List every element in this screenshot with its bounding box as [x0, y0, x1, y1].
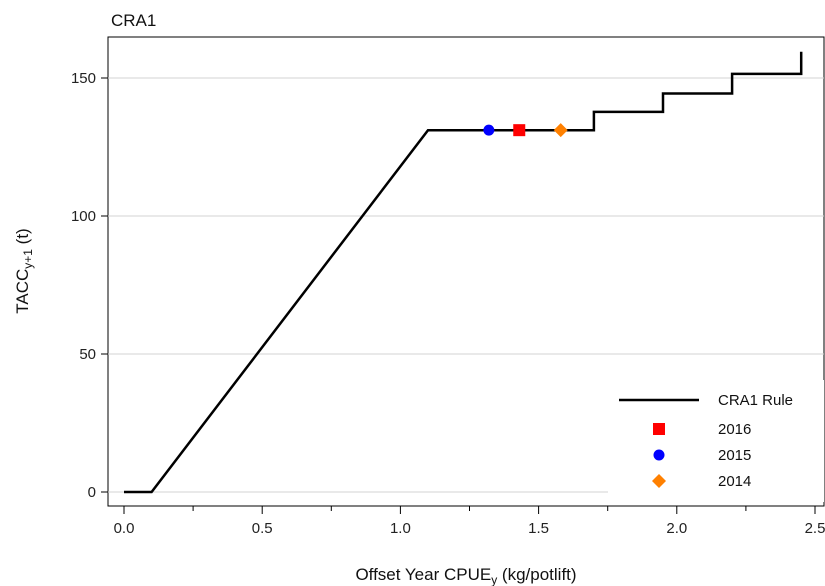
legend-swatch-2016: [653, 423, 665, 435]
point-2016: [513, 124, 526, 137]
x-tick-label: 2.5: [805, 520, 825, 537]
legend-label: 2014: [718, 473, 751, 490]
legend-swatch-2014: [652, 474, 666, 488]
plot-frame: [107, 36, 825, 507]
y-tick-label: 50: [79, 346, 96, 363]
chart-title: CRA1: [111, 11, 156, 30]
x-tick-label: 0.0: [114, 520, 135, 537]
legend-label: 2016: [718, 421, 751, 438]
series-layer: [124, 51, 803, 494]
point-2015: [483, 124, 495, 136]
legend: CRA1 Rule 2016 2015 2014: [608, 380, 824, 502]
x-axis: 0.0 0.5 1.0 1.5 2.0 2.5: [114, 506, 825, 537]
y-tick-label: 0: [88, 484, 96, 501]
y-axis: 0 50 100 150: [71, 70, 108, 501]
legend-swatch-2015: [653, 449, 665, 461]
x-tick-label: 1.0: [390, 520, 411, 537]
x-axis-title: Offset Year CPUEy (kg/potlift): [355, 565, 576, 586]
x-tick-label: 2.0: [666, 520, 687, 537]
legend-label: 2015: [718, 447, 751, 464]
point-2014: [553, 123, 568, 138]
y-tick-label: 100: [71, 208, 96, 225]
y-tick-label: 150: [71, 70, 96, 87]
x-tick-label: 1.5: [528, 520, 549, 537]
x-tick-label: 0.5: [252, 520, 273, 537]
rule-line: [124, 51, 803, 494]
legend-label: CRA1 Rule: [718, 392, 793, 409]
y-axis-title: TACCy+1 (t): [13, 228, 35, 313]
